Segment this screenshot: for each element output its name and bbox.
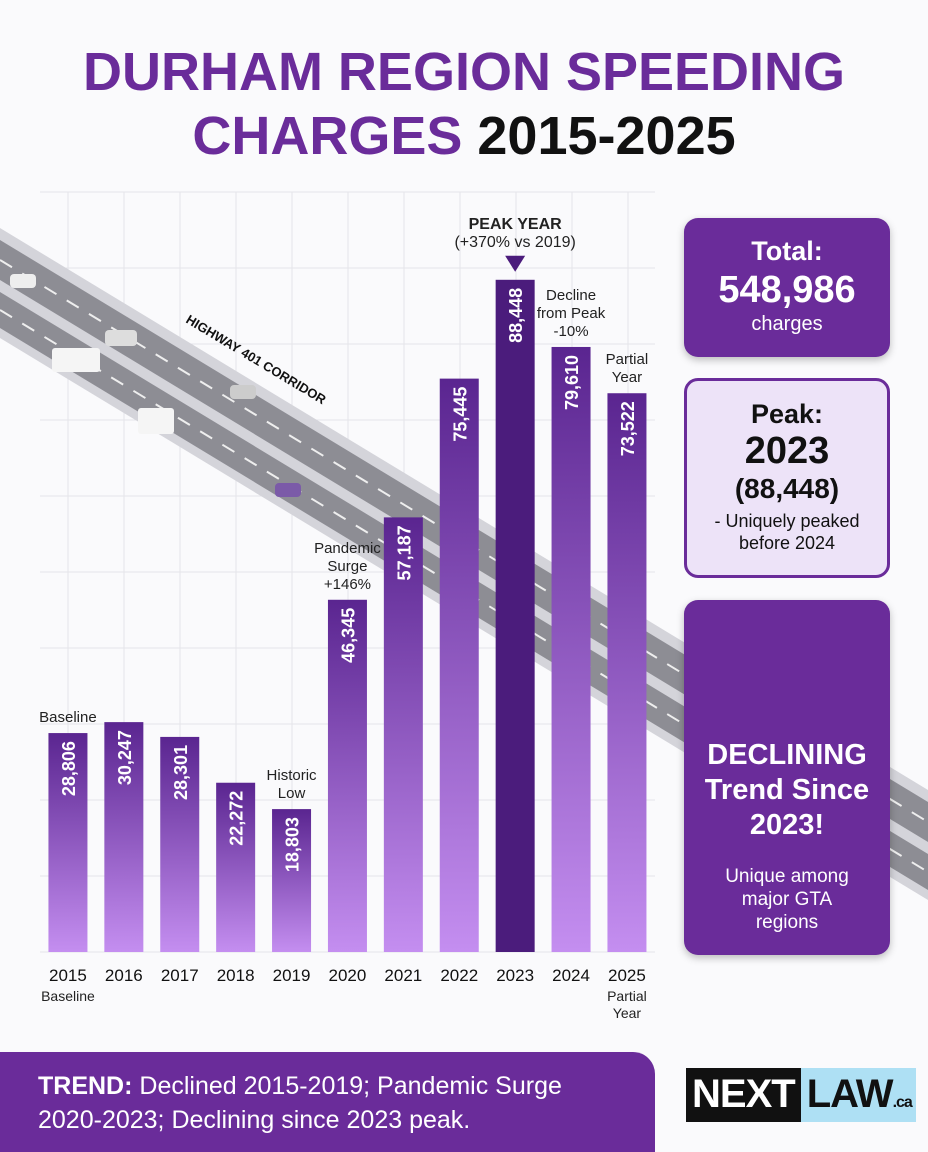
title-text: DURHAM REGION SPEEDING CHARGES bbox=[82, 42, 846, 166]
x-tick-label: 2015 bbox=[49, 966, 87, 985]
annotation: Historic Low bbox=[266, 767, 317, 803]
value-label: 18,803 bbox=[283, 817, 303, 872]
total-unit: charges bbox=[751, 313, 823, 335]
value-label: 73,522 bbox=[618, 401, 638, 456]
value-label: 22,272 bbox=[227, 791, 247, 846]
annotation-detail: (+370% vs 2019) bbox=[454, 233, 576, 251]
x-tick-label: 2022 bbox=[440, 966, 479, 985]
bar bbox=[216, 782, 256, 952]
value-label: 57,187 bbox=[394, 525, 414, 580]
footer-label: TREND: bbox=[38, 1072, 133, 1100]
annotation: PEAK YEAR (+370% vs 2019) bbox=[440, 216, 590, 252]
x-tick-label: 2025 bbox=[608, 966, 646, 985]
bar bbox=[607, 393, 647, 952]
x-tick-label: 2024 bbox=[552, 966, 590, 985]
value-label: 30,247 bbox=[115, 730, 135, 785]
peak-arrow bbox=[505, 255, 526, 272]
bar bbox=[495, 279, 535, 953]
bars: 28,806 30,247 28,301 22,272 18,803 46,345 57,1… bbox=[48, 255, 647, 953]
value-label: 75,445 bbox=[450, 387, 470, 442]
trend-card: DECLINING Trend Since 2023! Unique among… bbox=[684, 600, 890, 955]
trend-headline: DECLINING Trend Since 2023! bbox=[704, 739, 870, 841]
x-tick-note: Partial Year bbox=[607, 988, 647, 1021]
total-label: Total: bbox=[751, 236, 823, 266]
bar bbox=[272, 809, 312, 952]
x-tick-label: 2018 bbox=[216, 966, 255, 985]
footer-text: Declined 2015-2019; Pandemic Surge 2020-… bbox=[38, 1072, 562, 1134]
bar bbox=[160, 736, 200, 952]
bar bbox=[551, 346, 591, 952]
x-tick-label: 2017 bbox=[160, 966, 199, 985]
value-label: 88,448 bbox=[506, 288, 526, 343]
x-tick-label: 2019 bbox=[272, 966, 311, 985]
title-years: 2015-2025 bbox=[477, 106, 736, 166]
peak-note: - Uniquely peaked before 2024 bbox=[714, 511, 860, 553]
x-tick-note: Baseline bbox=[41, 988, 95, 1004]
annotation: Partial Year bbox=[605, 351, 649, 387]
peak-value: (88,448) bbox=[734, 473, 840, 504]
x-tick-label: 2021 bbox=[384, 966, 423, 985]
logo-second: LAW bbox=[806, 1072, 894, 1116]
title: DURHAM REGION SPEEDING CHARGES 2015-2025 bbox=[10, 40, 918, 168]
trend-note: Unique among major GTA regions bbox=[725, 866, 849, 933]
annotation: Pandemic Surge +146% bbox=[314, 539, 381, 593]
logo-suffix: .ca bbox=[892, 1094, 913, 1111]
footer: TREND: Declined 2015-2019; Pandemic Surg… bbox=[0, 1052, 655, 1152]
peak-year: 2023 bbox=[744, 430, 830, 472]
value-label: 46,345 bbox=[338, 608, 358, 663]
total-value: 548,986 bbox=[718, 269, 856, 311]
annotation: Decline from Peak -10% bbox=[536, 286, 606, 340]
bar bbox=[383, 517, 423, 952]
peak-card: Peak: 2023 (88,448) - Uniquely peaked be… bbox=[684, 378, 890, 578]
x-tick-label: 2016 bbox=[104, 966, 143, 985]
logo-first: NEXT bbox=[686, 1068, 801, 1122]
logo: NEXT LAW.ca bbox=[686, 1068, 916, 1122]
logo-box: LAW.ca bbox=[800, 1068, 916, 1122]
bar bbox=[48, 733, 88, 952]
value-label: 79,610 bbox=[562, 355, 582, 410]
bar bbox=[439, 378, 479, 952]
bar bbox=[327, 599, 367, 952]
bar bbox=[104, 722, 144, 952]
x-tick-label: 2020 bbox=[328, 966, 367, 985]
x-tick-label: 2023 bbox=[496, 966, 535, 985]
annotation: Baseline bbox=[39, 709, 97, 727]
value-label: 28,806 bbox=[59, 741, 79, 796]
total-card: Total: 548,986 charges bbox=[684, 218, 890, 357]
value-label: 28,301 bbox=[171, 745, 191, 800]
peak-label: Peak: bbox=[750, 399, 824, 429]
annotation-title: PEAK YEAR bbox=[468, 215, 562, 233]
